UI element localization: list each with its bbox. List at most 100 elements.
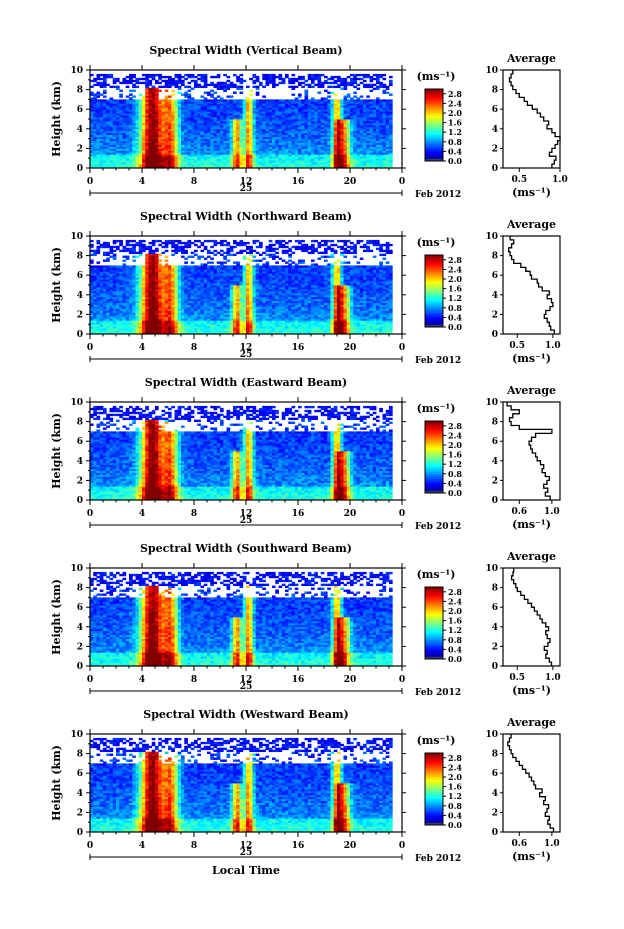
date-label: 25 (240, 516, 253, 526)
colorbar-segment (425, 623, 443, 626)
colorbar-tick-label: 0.4 (448, 312, 462, 322)
profile-frame (502, 235, 561, 335)
y-tick-label: 0 (77, 330, 83, 340)
colorbar-segment (425, 122, 443, 126)
heatmap-cells (90, 571, 393, 667)
colorbar-segment (425, 156, 443, 159)
colorbar-segment (425, 303, 443, 306)
y-tick-label: 10 (70, 232, 83, 242)
colorbar-segment (425, 630, 443, 633)
profile-x-tick-label: 0.5 (511, 175, 527, 185)
colorbar-segment (425, 603, 443, 607)
colorbar-segment (425, 96, 443, 99)
date-label: 25 (240, 682, 253, 692)
colorbar-segment (425, 461, 443, 465)
profile-frame (502, 733, 561, 833)
colorbar-segment (425, 281, 443, 285)
y-tick-label: 2 (77, 642, 83, 652)
y-tick-label: 0 (77, 828, 83, 838)
colorbar-segment (425, 91, 443, 95)
colorbar-segment (425, 808, 443, 811)
colorbar-frame (424, 752, 444, 826)
colorbar-frame (424, 420, 444, 494)
profile-x-tick-label: 1.0 (544, 507, 560, 517)
x-tick-label: 20 (344, 841, 357, 851)
colorbar-segment (425, 817, 443, 821)
profile-y-tick-label: 8 (492, 584, 498, 594)
colorbar-segment (425, 596, 443, 600)
profile-x-tick-label: 1.0 (545, 673, 561, 683)
profile-y-tick-label: 2 (492, 808, 498, 818)
colorbar-segment (425, 765, 443, 768)
profile-y-tick-label: 0 (492, 662, 498, 672)
colorbar-segment (425, 471, 443, 475)
colorbar-segment (425, 476, 443, 479)
profile-y-tick-label: 4 (492, 291, 498, 301)
colorbar-segment (425, 789, 443, 792)
profile-frame (502, 69, 561, 169)
x-tick-label: 0 (87, 675, 93, 685)
colorbar-tick-label: 2.8 (448, 587, 462, 597)
profile-y-tick-label: 0 (492, 496, 498, 506)
colorbar-segment (425, 428, 443, 431)
colorbar-segment (425, 601, 443, 605)
colorbar-segment (425, 312, 443, 316)
y-tick-label: 8 (77, 86, 83, 96)
panel-title: Spectral Width (Southward Beam) (140, 542, 352, 555)
colorbar-segment (425, 288, 443, 292)
colorbar-tick-label: 2.8 (448, 753, 462, 763)
x-tick-label: 16 (292, 177, 305, 187)
profile-y-tick-label: 6 (492, 271, 498, 281)
y-tick-label: 6 (77, 769, 83, 779)
x-tick-label: 0 (399, 841, 405, 851)
colorbar-tick-label: 2.0 (448, 108, 462, 118)
colorbar-tick-label: 1.6 (448, 118, 462, 128)
colorbar-segment (425, 647, 443, 650)
colorbar-segment (425, 656, 443, 660)
y-tick-label: 10 (70, 66, 83, 76)
colorbar-unit: (ms⁻¹) (417, 568, 456, 581)
colorbar-segment (425, 649, 443, 653)
x-tick-label: 8 (191, 509, 197, 519)
colorbar-segment (425, 255, 443, 258)
colorbar-tick-label: 1.6 (448, 782, 462, 792)
colorbar-tick-label: 2.4 (448, 98, 462, 108)
profile-y-tick-label: 8 (492, 86, 498, 96)
y-tick-label: 2 (77, 144, 83, 154)
profile-x-tick-label: 1.0 (545, 341, 561, 351)
panel-title: Spectral Width (Eastward Beam) (145, 376, 347, 389)
x-tick-label: 12 (240, 841, 253, 851)
colorbar-segment (425, 798, 443, 802)
profile-title: Average (506, 384, 556, 397)
x-tick-label: 20 (344, 509, 357, 519)
colorbar-tick-label: 0.0 (448, 322, 462, 332)
colorbar-segment (425, 627, 443, 631)
colorbar-segment (425, 120, 443, 123)
x-tick-label: 4 (139, 343, 145, 353)
colorbar-segment (425, 421, 443, 424)
colorbar-segment (425, 146, 443, 150)
y-axis-label: Height (km) (50, 745, 63, 821)
colorbar-unit: (ms⁻¹) (417, 402, 456, 415)
colorbar-tick-label: 1.2 (448, 625, 462, 635)
colorbar-segment (425, 639, 443, 643)
x-tick-label: 8 (191, 841, 197, 851)
colorbar-segment (425, 820, 443, 823)
profile-y-tick-label: 6 (492, 769, 498, 779)
colorbar-segment (425, 269, 443, 273)
colorbar-segment (425, 310, 443, 313)
y-tick-label: 8 (77, 252, 83, 262)
colorbar-segment (425, 305, 443, 309)
profile-line (508, 236, 555, 334)
colorbar-segment (425, 149, 443, 152)
colorbar-tick-label: 1.6 (448, 450, 462, 460)
colorbar-segment (425, 141, 443, 145)
colorbar-tick-label: 2.4 (448, 596, 462, 606)
colorbar-segment (425, 781, 443, 785)
profile-y-tick-label: 4 (492, 457, 498, 467)
y-tick-label: 8 (77, 418, 83, 428)
heatmap-cells (90, 239, 393, 335)
y-tick-label: 4 (77, 125, 83, 135)
x-tick-label: 0 (399, 675, 405, 685)
y-tick-label: 4 (77, 457, 83, 467)
